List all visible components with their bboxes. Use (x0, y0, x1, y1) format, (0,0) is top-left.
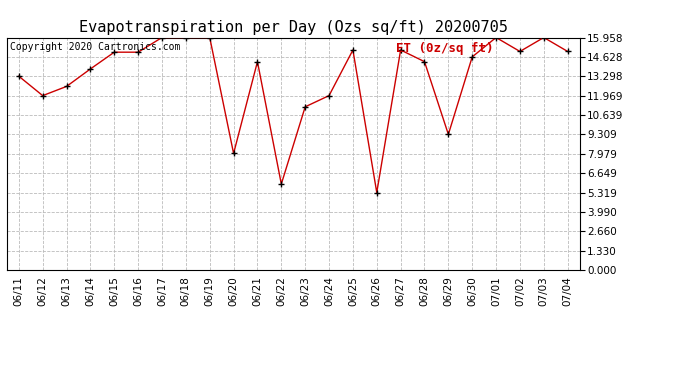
Title: Evapotranspiration per Day (Ozs sq/ft) 20200705: Evapotranspiration per Day (Ozs sq/ft) 2… (79, 20, 508, 35)
Text: Copyright 2020 Cartronics.com: Copyright 2020 Cartronics.com (10, 42, 180, 52)
Text: ET (0z/sq ft): ET (0z/sq ft) (396, 42, 494, 55)
